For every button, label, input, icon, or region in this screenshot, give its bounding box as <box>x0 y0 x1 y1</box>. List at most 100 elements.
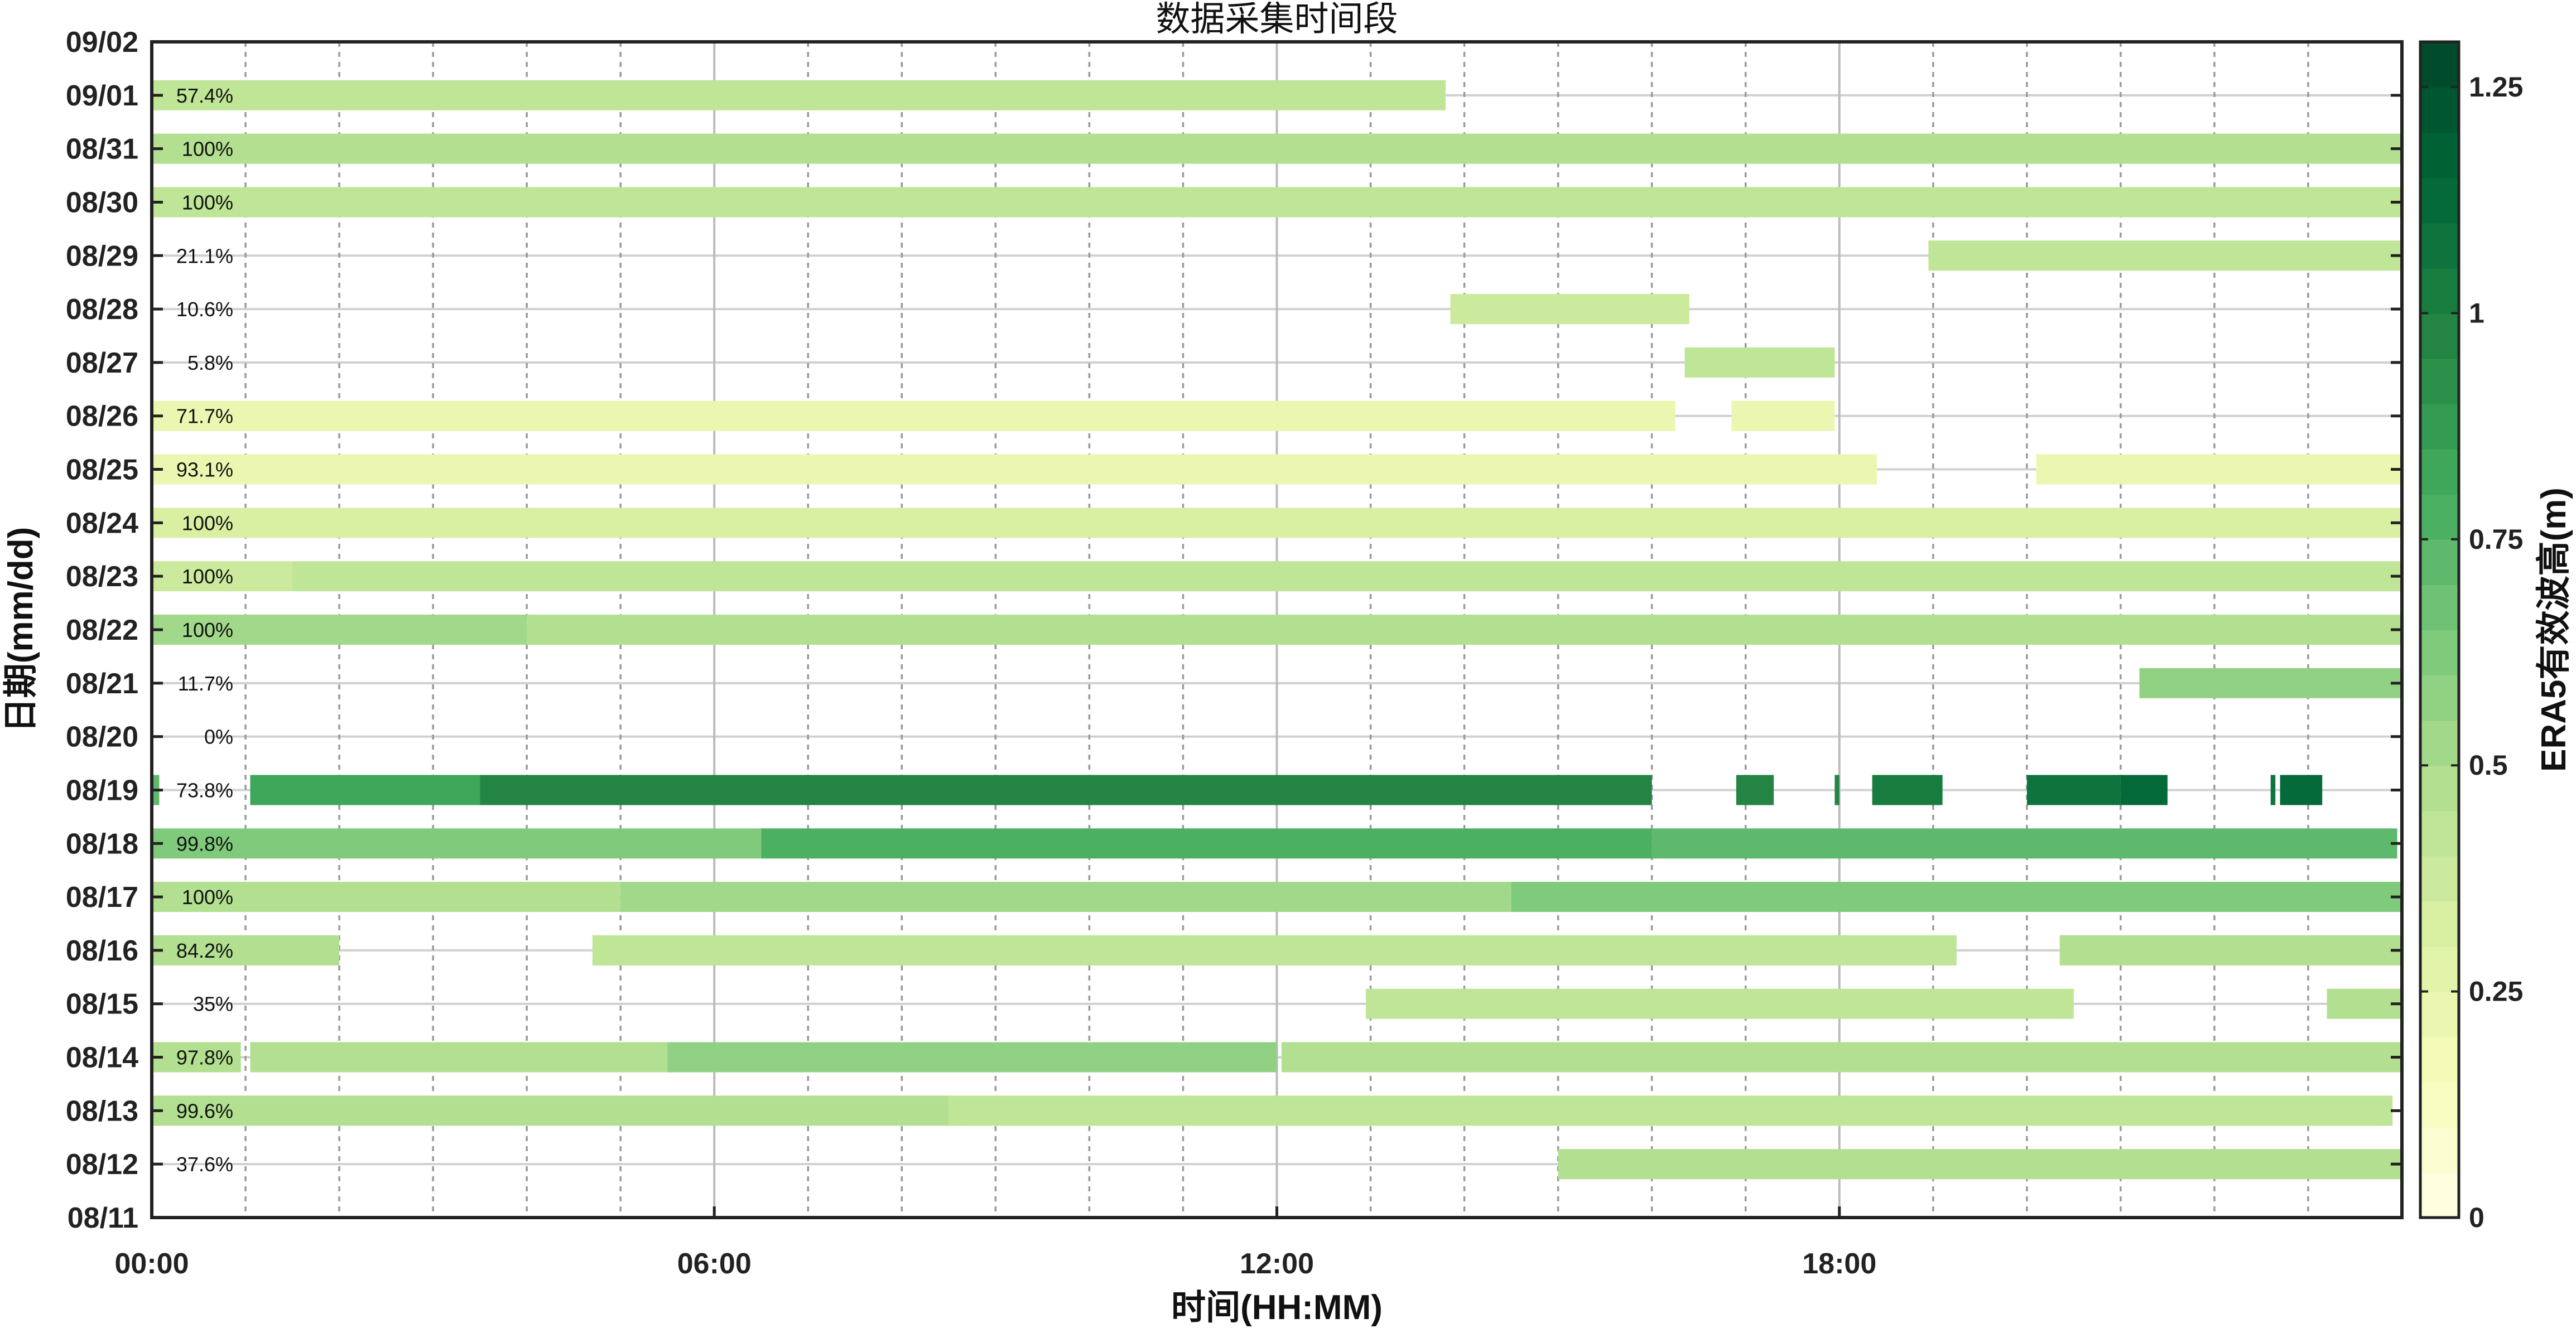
y-tick-label: 08/18 <box>66 828 138 860</box>
coverage-label: 84.2% <box>176 939 233 962</box>
data-bar <box>152 1095 949 1126</box>
y-tick-label: 08/17 <box>66 881 138 914</box>
colorbar-swatch <box>2420 177 2459 224</box>
y-tick-label: 08/28 <box>66 293 138 326</box>
x-axis-label: 时间(HH:MM) <box>1171 1288 1383 1327</box>
coverage-label: 11.7% <box>178 672 233 695</box>
colorbar-tick-label: 0 <box>2469 1202 2484 1233</box>
colorbar-tick-label: 1.25 <box>2469 71 2523 103</box>
coverage-label: 93.1% <box>176 458 233 481</box>
coverage-label: 5.8% <box>187 351 233 374</box>
colorbar-swatch <box>2420 765 2459 812</box>
y-tick-label: 08/13 <box>66 1095 138 1127</box>
colorbar-swatch <box>2420 1081 2459 1128</box>
colorbar-swatch <box>2420 720 2459 766</box>
y-tick-label: 08/31 <box>66 133 138 166</box>
coverage-label: 0% <box>204 726 233 748</box>
data-bar <box>1731 400 1835 431</box>
data-bar <box>250 1042 668 1073</box>
data-bar <box>152 828 762 859</box>
colorbar: 0 0.25 0.5 0.75 1 1.25 <box>2419 40 2523 1233</box>
y-tick-label: 08/15 <box>66 988 138 1021</box>
colorbar-swatch <box>2420 313 2459 359</box>
data-bar <box>1511 882 2402 912</box>
data-bar <box>1281 1042 2402 1073</box>
coverage-label: 99.8% <box>176 832 233 855</box>
coverage-label: 100% <box>182 191 233 214</box>
data-bar <box>152 615 527 645</box>
data-bar <box>620 882 1511 912</box>
axis-ticks: 08/11 08/12 08/13 08/14 08/15 08/16 08/17 08/18… <box>66 26 2402 1280</box>
y-tick-label: 08/12 <box>66 1148 138 1181</box>
colorbar-swatch <box>2420 223 2459 269</box>
data-bar <box>152 454 1877 485</box>
data-bar <box>1366 988 2074 1019</box>
coverage-label: 100% <box>182 511 233 534</box>
data-bar <box>152 935 340 965</box>
colorbar-swatch <box>2420 991 2459 1037</box>
y-tick-label: 08/20 <box>66 721 138 754</box>
data-bar <box>152 508 2402 538</box>
coverage-label: 57.4% <box>176 84 233 107</box>
colorbar-swatch <box>2420 42 2459 88</box>
data-bar <box>1872 775 1943 805</box>
y-axis-label: 日期(mm/dd) <box>2 527 40 733</box>
y-tick-label: 08/21 <box>66 668 138 700</box>
colorbar-frame <box>2419 40 2461 1219</box>
y-tick-label: 09/02 <box>66 26 138 59</box>
data-bar <box>2120 775 2168 805</box>
data-bar <box>250 775 480 805</box>
data-bar <box>480 775 1652 805</box>
coverage-label: 99.6% <box>176 1099 233 1122</box>
data-bar <box>667 1042 1277 1073</box>
y-tick-label: 08/26 <box>66 400 138 433</box>
colorbar-swatch <box>2420 403 2459 450</box>
colorbar-swatch <box>2420 1127 2459 1173</box>
data-bar <box>2280 775 2323 805</box>
chart-title: 数据采集时间段 <box>1155 0 1398 38</box>
data-bar <box>1835 775 1840 805</box>
data-bar <box>592 935 1957 965</box>
data-bar <box>152 561 293 592</box>
y-tick-label: 08/11 <box>68 1202 138 1234</box>
colorbar-swatch <box>2420 856 2459 902</box>
y-tick-label: 08/23 <box>66 561 138 593</box>
colorbar-swatch <box>2420 946 2459 992</box>
coverage-label: 37.6% <box>176 1153 233 1176</box>
data-bar <box>292 561 2402 592</box>
coverage-label: 97.8% <box>176 1046 233 1069</box>
colorbar-swatch <box>2420 448 2459 495</box>
y-tick-label: 09/01 <box>66 80 138 112</box>
y-tick-label: 08/29 <box>66 240 138 272</box>
colorbar-tick-label: 0.25 <box>2469 976 2523 1007</box>
data-bar <box>152 400 1675 431</box>
data-bar <box>1928 240 2402 271</box>
y-tick-label: 08/16 <box>66 935 138 967</box>
data-bar <box>2036 454 2402 485</box>
colorbar-label: ERA5有效波高(m) <box>2535 487 2573 772</box>
data-bar <box>152 187 2402 218</box>
data-bar <box>1684 347 1835 378</box>
y-tick-label: 08/25 <box>66 454 138 486</box>
y-tick-label: 08/30 <box>66 186 138 219</box>
x-tick-label: 12:00 <box>1240 1248 1314 1280</box>
colorbar-swatch <box>2420 539 2459 585</box>
data-bar <box>152 882 621 912</box>
coverage-label: 100% <box>182 619 233 641</box>
data-bar <box>2139 668 2402 698</box>
colorbar-swatch <box>2420 358 2459 404</box>
colorbar-swatch <box>2420 87 2459 133</box>
colorbar-swatch <box>2420 494 2459 540</box>
data-bar <box>527 615 2402 645</box>
data-bar <box>2327 988 2402 1019</box>
coverage-label: 21.1% <box>176 244 233 267</box>
data-bar <box>152 1042 241 1073</box>
x-tick-label: 06:00 <box>677 1248 752 1280</box>
colorbar-tick-label: 0.75 <box>2469 524 2523 555</box>
coverage-label: 100% <box>182 886 233 909</box>
colorbar-swatch <box>2420 1172 2459 1218</box>
x-tick-label: 00:00 <box>115 1248 189 1280</box>
y-tick-label: 08/24 <box>66 507 138 539</box>
y-tick-label: 08/22 <box>66 614 138 646</box>
coverage-label: 73.8% <box>176 779 233 801</box>
